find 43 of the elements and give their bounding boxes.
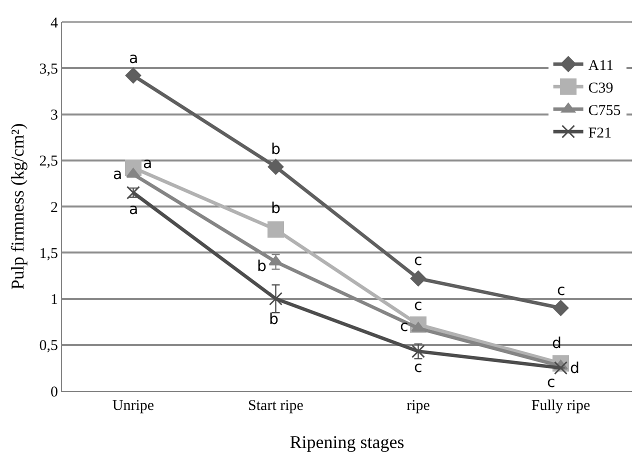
annotation: c: [414, 251, 422, 269]
y-tick-label: 0,5: [39, 338, 58, 354]
legend-label: A11: [588, 58, 614, 74]
point: [126, 168, 140, 178]
legend-label: C755: [588, 102, 621, 119]
annotation: b: [257, 257, 267, 275]
annotation: b: [271, 199, 281, 217]
annotation: c: [557, 281, 566, 299]
point: [268, 158, 284, 175]
annotation: d: [552, 334, 562, 352]
x-tick-label: Fully ripe: [531, 398, 590, 414]
y-tick-label: 2,5: [39, 154, 58, 170]
point: [125, 68, 142, 84]
annotation: a: [143, 154, 152, 172]
point: [269, 292, 282, 306]
annotation: c: [547, 373, 556, 391]
point: [554, 361, 568, 375]
point: [410, 270, 426, 286]
legend-label: F21: [588, 125, 612, 142]
point: [552, 300, 569, 316]
annotation: d: [570, 359, 580, 377]
annotation: c: [400, 317, 408, 335]
annotation: b: [271, 140, 281, 158]
x-tick-label: Unripe: [112, 398, 154, 414]
y-tick-label: 1,5: [39, 246, 58, 262]
legend-label: C39: [588, 80, 614, 96]
annotation: a: [129, 49, 138, 67]
point: [268, 221, 284, 238]
x-tick-label: Start ripe: [248, 398, 304, 414]
y-tick-label: 3,5: [39, 61, 58, 78]
x-axis-title: Ripening stages: [290, 432, 404, 452]
x-tick-label: ripe: [406, 398, 430, 414]
y-tick-label: 4: [50, 15, 58, 32]
annotation: c: [414, 358, 422, 376]
annotation: c: [414, 296, 422, 314]
y-axis-title: Pulp firmness (kg/cm²): [7, 123, 28, 290]
annotation: a: [129, 200, 138, 218]
y-tick-label: 2: [50, 200, 58, 216]
annotation: a: [113, 165, 122, 183]
y-tick-label: 0: [50, 384, 58, 400]
y-tick-label: 1: [50, 292, 58, 308]
y-tick-label: 3: [50, 108, 58, 124]
annotation: b: [269, 310, 279, 328]
